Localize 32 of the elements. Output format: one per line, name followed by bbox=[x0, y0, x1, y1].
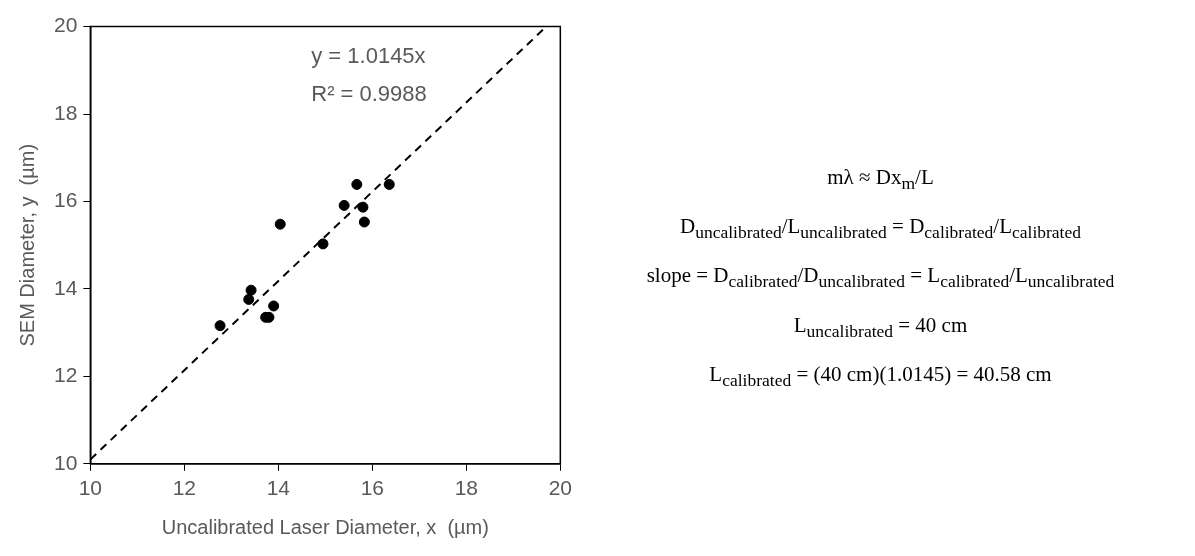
y-tick-label: 12 bbox=[54, 363, 78, 387]
point bbox=[245, 284, 257, 296]
x-tick-label: 20 bbox=[548, 476, 572, 500]
text: slope = D$_{calibrated}$/D$_{uncalibrated}$ = L$_{calibrated}$/L$_{uncalibrated}$ bbox=[646, 263, 1115, 293]
text: L$_{calibrated}$ = (40 cm)(1.0145) = 40.58 cm bbox=[709, 361, 1052, 391]
point bbox=[243, 293, 255, 305]
y-tick-label: 16 bbox=[54, 188, 78, 212]
x-tick-label: 12 bbox=[172, 476, 197, 500]
x-tick-label: 18 bbox=[454, 476, 479, 500]
point bbox=[338, 199, 350, 211]
x-axis-title: Uncalibrated Laser Diameter, x (µm) bbox=[161, 515, 489, 538]
x-tick-label: 14 bbox=[266, 476, 291, 500]
point bbox=[317, 238, 329, 250]
y-tick-label: 14 bbox=[54, 275, 78, 299]
annotation: R² = 0.9988 bbox=[311, 80, 427, 106]
point bbox=[214, 320, 226, 332]
x-tick-label: 10 bbox=[78, 476, 103, 500]
text: D$_{uncalibrated}$/L$_{uncalibrated}$ = D$_{calibrated}$/L$_{calibrated}$ bbox=[680, 214, 1081, 244]
y-tick-label: 20 bbox=[54, 13, 78, 37]
y-tick-label: 18 bbox=[54, 100, 78, 124]
point bbox=[274, 218, 286, 230]
y-axis-title: SEM Diameter, y (µm) bbox=[15, 143, 38, 347]
text: L$_{uncalibrated}$ = 40 cm bbox=[793, 312, 968, 342]
annotation: y = 1.0145x bbox=[311, 42, 426, 68]
point bbox=[383, 178, 395, 190]
point bbox=[357, 201, 369, 213]
text: mλ ≈ Dx$_{m}$/L bbox=[827, 165, 934, 195]
y-tick-label: 10 bbox=[54, 450, 78, 474]
point bbox=[268, 300, 280, 312]
point bbox=[351, 178, 363, 190]
point bbox=[358, 216, 370, 228]
x-tick-label: 16 bbox=[360, 476, 385, 500]
